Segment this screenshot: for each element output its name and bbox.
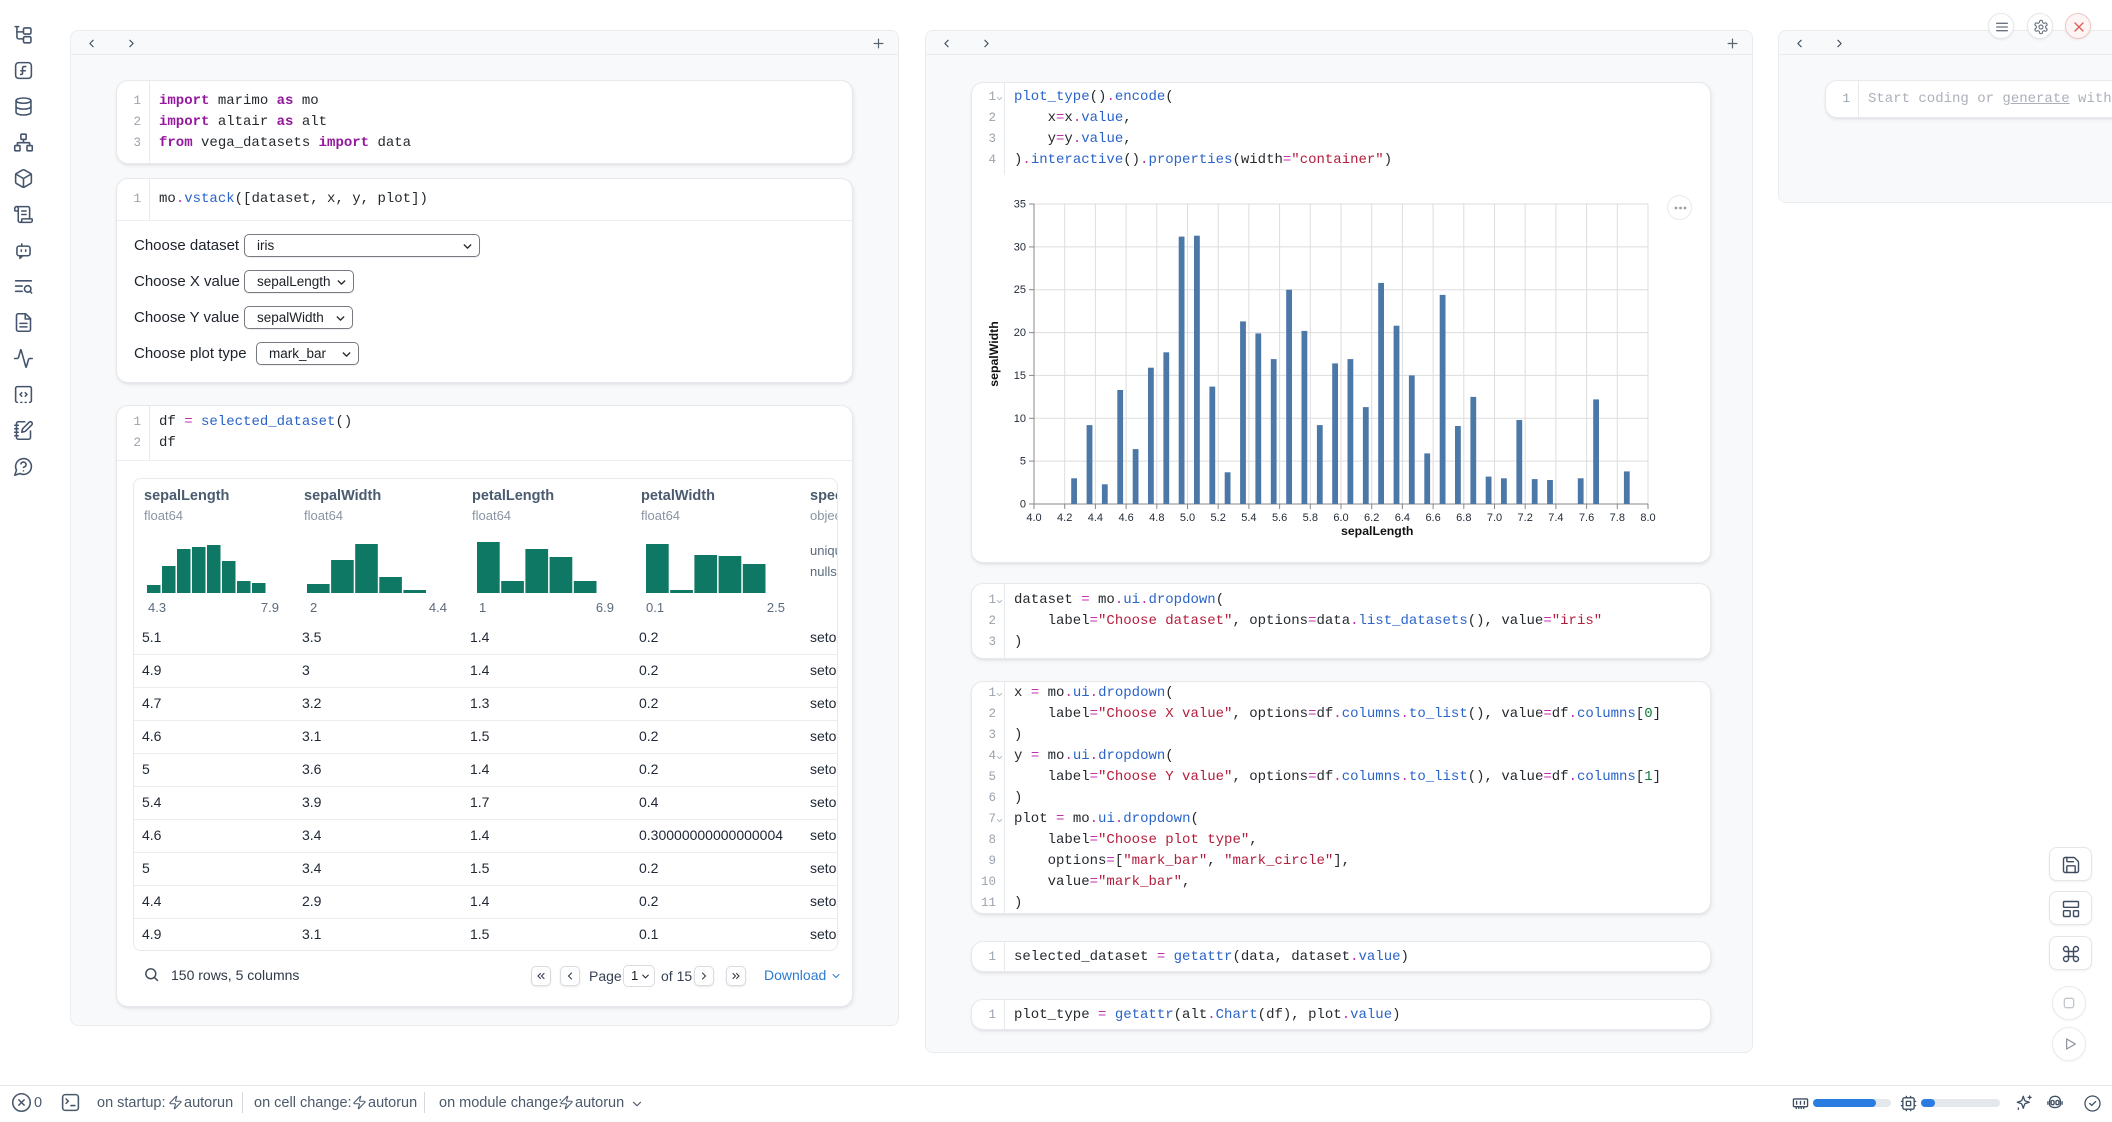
svg-text:6.0: 6.0 [1333, 512, 1348, 524]
svg-text:10: 10 [1014, 413, 1026, 425]
svg-text:5.4: 5.4 [1241, 512, 1256, 524]
svg-text:15: 15 [1014, 370, 1026, 382]
svg-text:0: 0 [1020, 499, 1026, 511]
svg-text:4.2: 4.2 [1057, 512, 1072, 524]
svg-text:7.6: 7.6 [1579, 512, 1594, 524]
svg-text:5.8: 5.8 [1303, 512, 1318, 524]
svg-text:5.0: 5.0 [1180, 512, 1195, 524]
svg-text:6.6: 6.6 [1425, 512, 1440, 524]
svg-text:35: 35 [1014, 199, 1026, 211]
svg-text:7.2: 7.2 [1518, 512, 1533, 524]
svg-text:25: 25 [1014, 284, 1026, 296]
svg-text:6.2: 6.2 [1364, 512, 1379, 524]
svg-text:5.6: 5.6 [1272, 512, 1287, 524]
svg-text:7.4: 7.4 [1548, 512, 1563, 524]
svg-text:4.6: 4.6 [1118, 512, 1133, 524]
svg-text:5: 5 [1020, 456, 1026, 468]
svg-text:sepalLength: sepalLength [1341, 524, 1413, 538]
svg-text:7.8: 7.8 [1610, 512, 1625, 524]
svg-text:6.4: 6.4 [1395, 512, 1410, 524]
svg-text:6.8: 6.8 [1456, 512, 1471, 524]
svg-text:30: 30 [1014, 241, 1026, 253]
svg-text:4.0: 4.0 [1026, 512, 1041, 524]
svg-text:4.8: 4.8 [1149, 512, 1164, 524]
svg-text:sepalWidth: sepalWidth [987, 321, 1001, 386]
svg-text:5.2: 5.2 [1211, 512, 1226, 524]
svg-text:8.0: 8.0 [1640, 512, 1655, 524]
svg-text:7.0: 7.0 [1487, 512, 1502, 524]
svg-text:20: 20 [1014, 327, 1026, 339]
svg-text:4.4: 4.4 [1088, 512, 1103, 524]
